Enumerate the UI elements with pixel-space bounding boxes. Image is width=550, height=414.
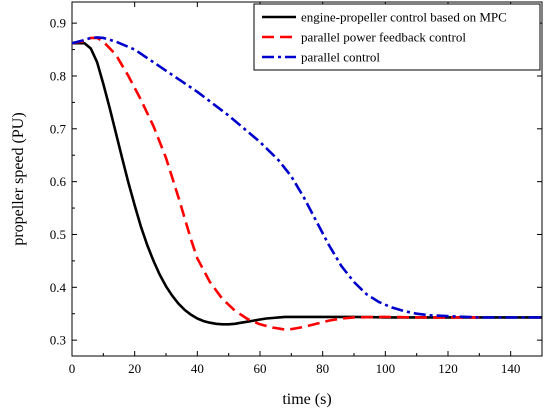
x-tick-label: 140 xyxy=(501,361,521,376)
x-tick-label: 100 xyxy=(376,361,396,376)
series-line-1 xyxy=(72,41,542,326)
x-tick-label: 120 xyxy=(438,361,458,376)
series-line-2 xyxy=(71,36,480,331)
y-tick-label: 0.5 xyxy=(50,227,66,242)
y-tick-label: 0.6 xyxy=(50,174,67,189)
y-tick-label: 0.9 xyxy=(50,16,66,31)
legend-label-1: engine-propeller control based on MPC xyxy=(301,10,507,25)
legend: engine-propeller control based on MPC par… xyxy=(253,3,541,71)
x-tick-label: 80 xyxy=(316,361,329,376)
x-tick-label: 40 xyxy=(191,361,204,376)
x-tick-label: 0 xyxy=(69,361,76,376)
plot-area xyxy=(71,1,543,357)
x-tick-label: 20 xyxy=(128,361,141,376)
y-axis-title: propeller speed (PU) xyxy=(10,112,27,245)
y-tick-label: 0.7 xyxy=(50,121,67,136)
y-tick-label: 0.4 xyxy=(50,280,67,295)
y-tick-label: 0.3 xyxy=(50,333,66,348)
y-tick-label: 0.8 xyxy=(50,68,66,83)
series-line-3 xyxy=(71,36,542,319)
legend-label-2: parallel power feedback control xyxy=(301,30,466,45)
legend-box xyxy=(253,3,541,71)
x-tick-label: 60 xyxy=(254,361,267,376)
legend-label-3: parallel control xyxy=(301,50,380,65)
x-axis-title: time (s) xyxy=(282,391,331,408)
